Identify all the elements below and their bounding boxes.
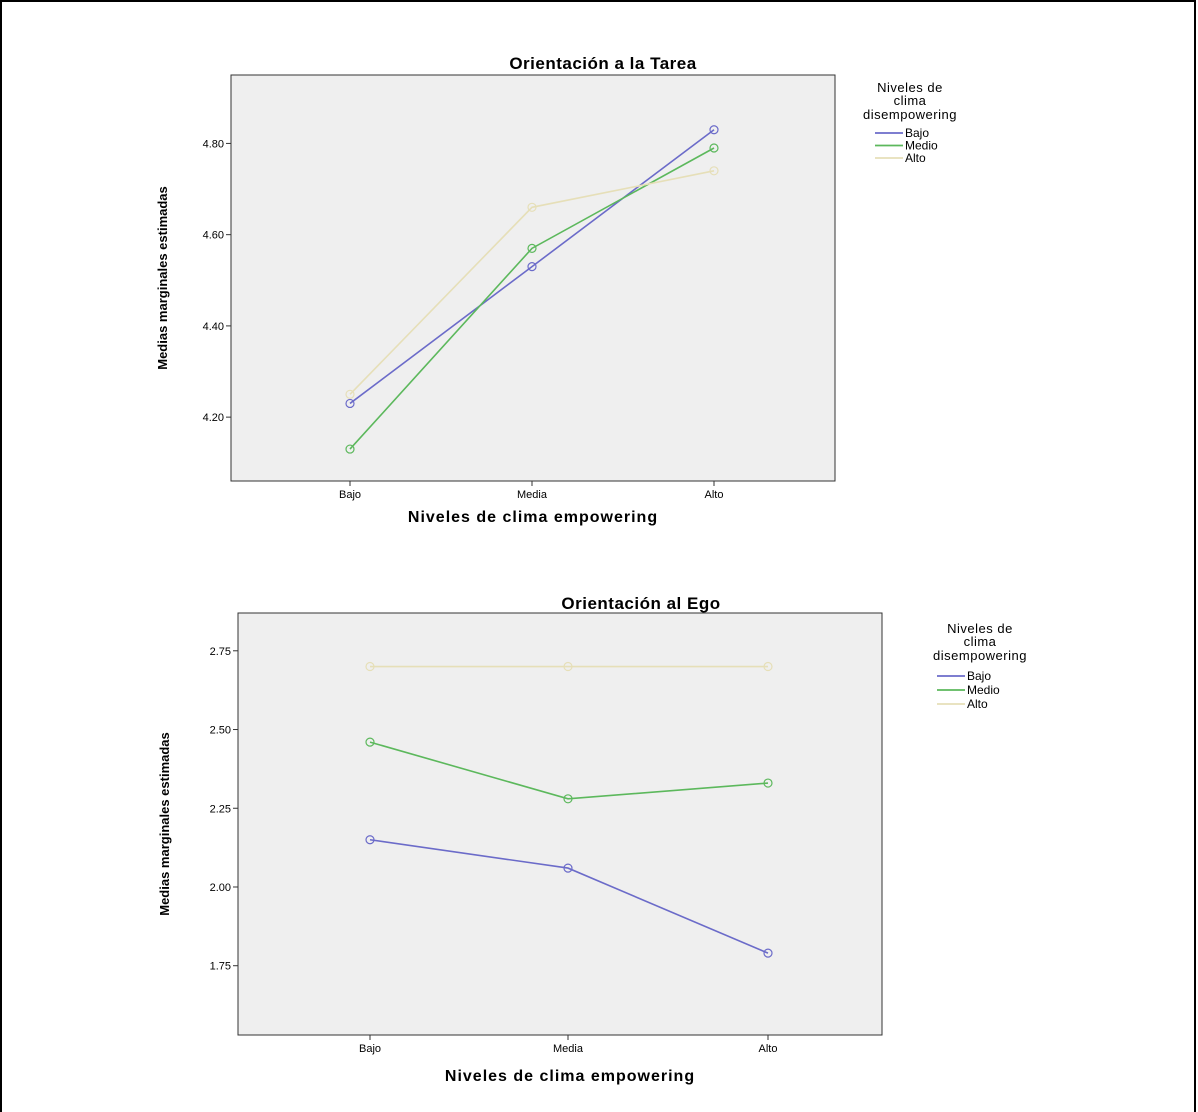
series-line-alto [349,170,715,395]
data-point-medio [345,444,355,454]
x-axis-label: Niveles de clima empowering [445,1068,695,1085]
chart-orientacion-ego: Orientación al Ego Niveles de clima empo… [157,594,1027,1085]
data-point-medio [563,794,573,804]
series-line-bajo [369,838,769,954]
data-point-medio [709,143,719,153]
x-axis-label: Niveles de clima empowering [408,509,658,526]
chart-title: Orientación al Ego [561,594,720,613]
legend-label: Medio [905,139,938,153]
data-point-alto [345,389,355,399]
data-point-bajo [563,863,573,873]
chart-orientacion-tarea: Orientación a la Tarea Niveles de clima … [155,54,957,526]
legend-label: Alto [905,151,926,165]
data-point-bajo [365,835,375,845]
plot-area [230,74,836,482]
x-tick-label: Alto [759,1043,778,1055]
series-line-medio [349,147,715,450]
data-point-alto [365,661,375,672]
y-tick-label: 2.00 [210,882,231,894]
y-tick-label: 4.40 [203,321,224,333]
data-point-bajo [709,125,719,135]
y-tick-label: 2.25 [210,803,231,815]
legend-title-line-1: Niveles de [877,80,943,95]
data-point-alto [527,202,537,212]
legend-title-line-2: clima [964,634,997,649]
legend-title-line-2: clima [894,93,927,108]
y-axis-label: Medias marginales estimadas [157,732,172,916]
data-point-alto [763,661,773,672]
x-tick-label: Alto [705,489,724,501]
x-tick-label: Media [553,1043,584,1055]
data-point-alto [563,661,573,672]
data-point-bajo [345,398,355,409]
plot-area [237,612,883,1036]
legend-label: Bajo [905,126,929,140]
legend: Niveles de clima disempowering [933,621,1027,663]
data-point-medio [763,778,773,788]
y-axis-label: Medias marginales estimadas [155,186,170,370]
legend-label: Medio [967,683,1000,697]
y-tick-label: 2.75 [210,646,231,658]
series-line-bajo [349,129,715,405]
x-tick-label: Media [517,489,548,501]
legend-label: Bajo [967,669,991,683]
data-point-bajo [527,261,537,272]
series-line-medio [369,741,769,800]
y-tick-label: 4.80 [203,138,224,150]
data-point-bajo [763,948,773,958]
data-point-medio [365,737,375,747]
legend-label: Alto [967,697,988,711]
legend-title-line-1: Niveles de [947,621,1013,636]
legend-title-line-3: disempowering [863,107,957,122]
y-tick-label: 2.50 [210,725,231,737]
data-point-alto [709,166,719,176]
y-tick-label: 4.20 [203,412,224,424]
data-point-medio [527,243,537,253]
y-tick-label: 1.75 [210,961,231,973]
x-tick-label: Bajo [359,1043,381,1055]
legend-title-line-3: disempowering [933,648,1027,663]
y-tick-label: 4.60 [203,230,224,242]
chart-title: Orientación a la Tarea [509,54,696,73]
legend: Niveles de clima disempowering [863,80,957,122]
x-tick-label: Bajo [339,489,361,501]
